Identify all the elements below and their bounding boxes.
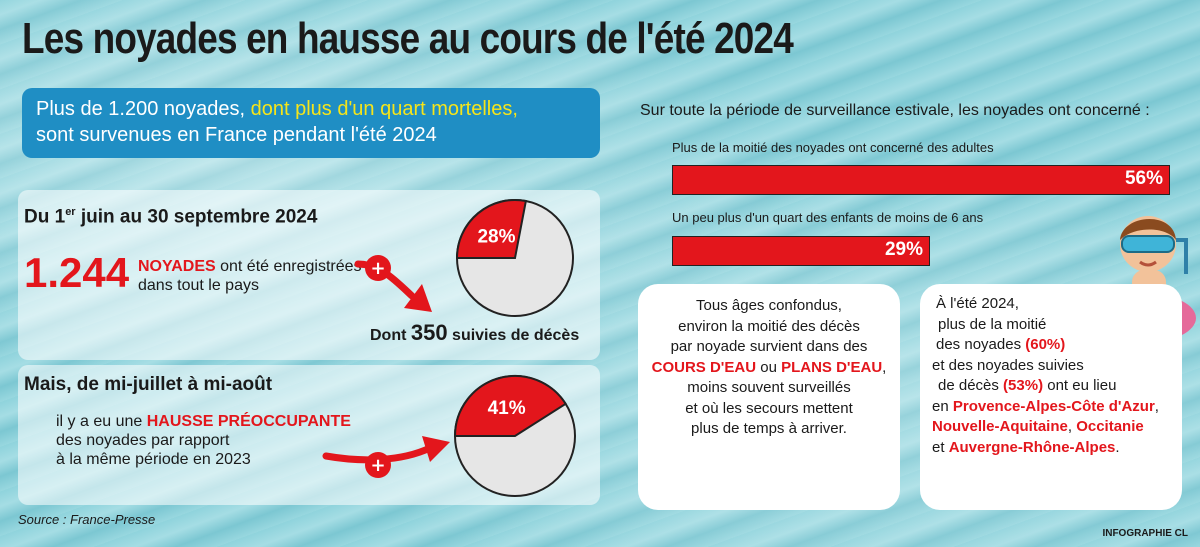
pie-slice-main-1 [455, 199, 528, 259]
card-regions: À l'été 2024, plus de la moitié des noya… [920, 284, 1182, 510]
headline-line-2: sont survenues en France pendant l'été 2… [36, 124, 437, 146]
hausse-keyword: HAUSSE PRÉOCCUPANTE [146, 413, 351, 430]
card-water-bodies: Tous âges confondus, environ la moitié d… [638, 284, 900, 510]
drowning-count-desc: NOYADES ont été enregistrées dans tout l… [138, 258, 362, 294]
headline-box: Plus de 1.200 noyades, dont plus d'un qu… [22, 88, 600, 158]
noyades-keyword: NOYADES [138, 258, 216, 275]
pct-53: (53%) [1003, 377, 1044, 394]
bar-value-1: 56% [1124, 168, 1163, 189]
pct-60: (60%) [1025, 336, 1066, 353]
deaths-line: Dont 350 suivies de décès [370, 320, 580, 345]
credit-note: INFOGRAPHIE CL [1102, 528, 1188, 539]
pie-chart-increase: 41% [453, 375, 576, 497]
deaths-count: 350 [410, 320, 448, 345]
pie-label-1: 28% [477, 227, 515, 248]
headline-highlight: dont plus d'un quart mortelles, [250, 98, 518, 120]
cours-deau-keyword: COURS D'EAU [651, 358, 757, 376]
bar-label-2: Un peu plus d'un quart des enfants de mo… [672, 210, 984, 225]
bar-fill-1: 56% [673, 166, 1169, 194]
pie-chart-deaths: 28% [455, 199, 574, 317]
page-title: Les noyades en hausse au cours de l'été … [22, 14, 794, 63]
bar-1: 56% [672, 165, 1170, 195]
region-aura: Auvergne-Rhône-Alpes [948, 438, 1116, 456]
pie-slice-main-2 [453, 375, 568, 437]
drowning-count: 1.244 [24, 249, 130, 296]
bar-2: 29% [672, 236, 930, 266]
plus-sign-1: + [370, 258, 385, 279]
region-occitanie: Occitanie [1076, 418, 1144, 435]
region-paca: Provence-Alpes-Côte d'Azur [952, 397, 1155, 415]
plans-deau-keyword: PLANS D'EAU [781, 358, 883, 376]
curved-arrow-icon-2: + [322, 436, 450, 478]
pie-label-2: 41% [488, 398, 526, 419]
section2-desc: il y a eu une HAUSSE PRÉOCCUPANTE des no… [56, 413, 351, 468]
section2-period: Mais, de mi-juillet à mi-août [24, 374, 273, 395]
headline-line-1: Plus de 1.200 noyades, dont plus d'un qu… [36, 98, 518, 120]
source-note: Source : France-Presse [18, 512, 156, 527]
section1-period: Du 1er juin au 30 septembre 2024 [24, 206, 318, 228]
curved-arrow-icon: + [354, 255, 432, 312]
region-nouvelle-aquitaine: Nouvelle-Aquitaine [932, 418, 1068, 435]
bar-label-1: Plus de la moitié des noyades ont concer… [672, 140, 994, 155]
right-intro: Sur toute la période de surveillance est… [640, 102, 1150, 119]
bar-fill-2: 29% [673, 237, 929, 265]
bar-value-2: 29% [884, 239, 923, 260]
plus-sign-2: + [370, 455, 385, 476]
